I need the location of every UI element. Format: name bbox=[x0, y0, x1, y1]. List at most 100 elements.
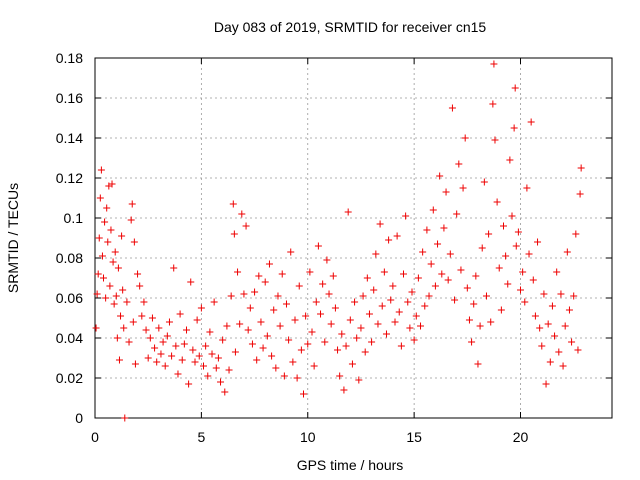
data-point bbox=[195, 352, 203, 360]
data-point bbox=[434, 240, 442, 248]
data-point bbox=[370, 286, 378, 294]
y-tick-label: 0.1 bbox=[64, 210, 84, 226]
data-point bbox=[346, 316, 354, 324]
data-point bbox=[372, 250, 380, 258]
data-point bbox=[429, 206, 437, 214]
data-point bbox=[253, 356, 261, 364]
data-point bbox=[110, 300, 118, 308]
data-point bbox=[446, 250, 454, 258]
data-point bbox=[421, 302, 429, 310]
data-point bbox=[125, 338, 133, 346]
data-point bbox=[159, 338, 167, 346]
data-point bbox=[455, 160, 463, 168]
data-point bbox=[236, 320, 244, 328]
data-point bbox=[380, 268, 388, 276]
data-point bbox=[178, 356, 186, 364]
data-point bbox=[129, 318, 137, 326]
data-point bbox=[499, 222, 507, 230]
data-point bbox=[212, 364, 220, 372]
data-point bbox=[119, 286, 127, 294]
data-point bbox=[103, 204, 111, 212]
data-point bbox=[577, 164, 585, 172]
data-point bbox=[323, 256, 331, 264]
data-point bbox=[542, 380, 550, 388]
data-point bbox=[363, 274, 371, 282]
plot-frame bbox=[94, 57, 613, 419]
data-point bbox=[551, 332, 559, 340]
data-point bbox=[444, 276, 452, 284]
data-point bbox=[410, 336, 418, 344]
data-point bbox=[144, 354, 152, 362]
data-point bbox=[131, 360, 139, 368]
data-point bbox=[200, 362, 208, 370]
data-point bbox=[436, 172, 444, 180]
data-point bbox=[134, 270, 142, 278]
data-point bbox=[208, 350, 216, 358]
data-point bbox=[563, 248, 571, 256]
data-point bbox=[491, 136, 499, 144]
data-point bbox=[487, 318, 495, 326]
data-point bbox=[336, 372, 344, 380]
data-point bbox=[376, 220, 384, 228]
data-point bbox=[329, 272, 337, 280]
data-point bbox=[340, 386, 348, 394]
data-point bbox=[100, 274, 108, 282]
data-point bbox=[165, 318, 173, 326]
data-point bbox=[114, 264, 122, 272]
data-point bbox=[538, 342, 546, 350]
data-point bbox=[568, 338, 576, 346]
data-point bbox=[317, 310, 325, 318]
x-axis-label: GPS time / hours bbox=[297, 457, 404, 473]
data-point bbox=[387, 296, 395, 304]
data-point bbox=[465, 316, 473, 324]
data-point bbox=[419, 248, 427, 256]
data-point bbox=[229, 200, 237, 208]
data-point bbox=[191, 358, 199, 366]
data-point bbox=[128, 200, 136, 208]
data-point bbox=[534, 238, 542, 246]
axis-layer: 0 5 10 15 20 0 0.02 0.04 0.06 0.08 0.1 0.12 0.14 0.16… bbox=[56, 50, 613, 445]
data-point bbox=[353, 334, 361, 342]
data-point bbox=[289, 358, 297, 366]
data-point bbox=[161, 362, 169, 370]
data-point bbox=[182, 326, 190, 334]
data-point bbox=[176, 310, 184, 318]
data-point bbox=[248, 340, 256, 348]
data-point bbox=[440, 224, 448, 232]
data-point bbox=[146, 334, 154, 342]
data-point bbox=[459, 184, 467, 192]
data-point bbox=[453, 210, 461, 218]
data-point bbox=[391, 318, 399, 326]
data-point bbox=[140, 298, 148, 306]
grid-layer bbox=[95, 58, 612, 418]
data-point bbox=[559, 362, 567, 370]
data-point bbox=[406, 324, 414, 332]
data-point bbox=[565, 306, 573, 314]
y-axis-label: SRMTID / TECUs bbox=[5, 183, 21, 293]
data-point bbox=[553, 268, 561, 276]
data-point bbox=[431, 282, 439, 290]
data-point bbox=[570, 292, 578, 300]
data-point bbox=[514, 228, 522, 236]
data-point bbox=[382, 330, 390, 338]
data-point bbox=[115, 356, 123, 364]
data-point bbox=[368, 338, 376, 346]
data-point bbox=[489, 100, 497, 108]
data-point bbox=[274, 292, 282, 300]
data-point bbox=[272, 364, 280, 372]
data-point bbox=[109, 258, 117, 266]
y-tick-label: 0.14 bbox=[56, 130, 83, 146]
data-point bbox=[244, 326, 252, 334]
data-point bbox=[96, 194, 104, 202]
data-point bbox=[246, 304, 254, 312]
data-point bbox=[257, 318, 265, 326]
data-point bbox=[214, 354, 222, 362]
data-point bbox=[557, 290, 565, 298]
points-layer bbox=[92, 60, 585, 422]
data-point bbox=[92, 324, 100, 332]
data-point bbox=[521, 298, 529, 306]
data-point bbox=[295, 282, 303, 290]
data-point bbox=[217, 378, 225, 386]
data-point bbox=[138, 312, 146, 320]
data-point bbox=[153, 358, 161, 366]
